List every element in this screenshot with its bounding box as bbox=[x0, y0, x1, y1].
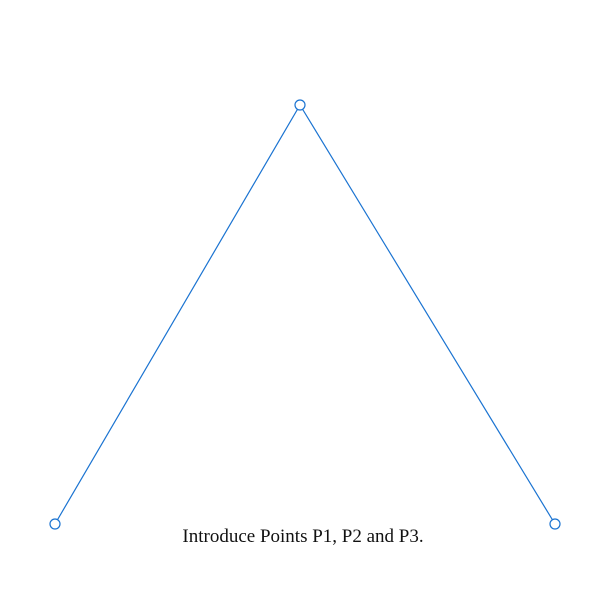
point-p3[interactable] bbox=[549, 518, 561, 530]
segment-p2-p3 bbox=[299, 104, 556, 525]
caption-text: Introduce Points P1, P2 and P3. bbox=[182, 526, 424, 547]
segments-layer bbox=[54, 104, 556, 525]
point-p1[interactable] bbox=[49, 518, 61, 530]
points-layer bbox=[49, 99, 561, 530]
point-p2[interactable] bbox=[294, 99, 306, 111]
segment-p1-p2 bbox=[54, 104, 301, 525]
